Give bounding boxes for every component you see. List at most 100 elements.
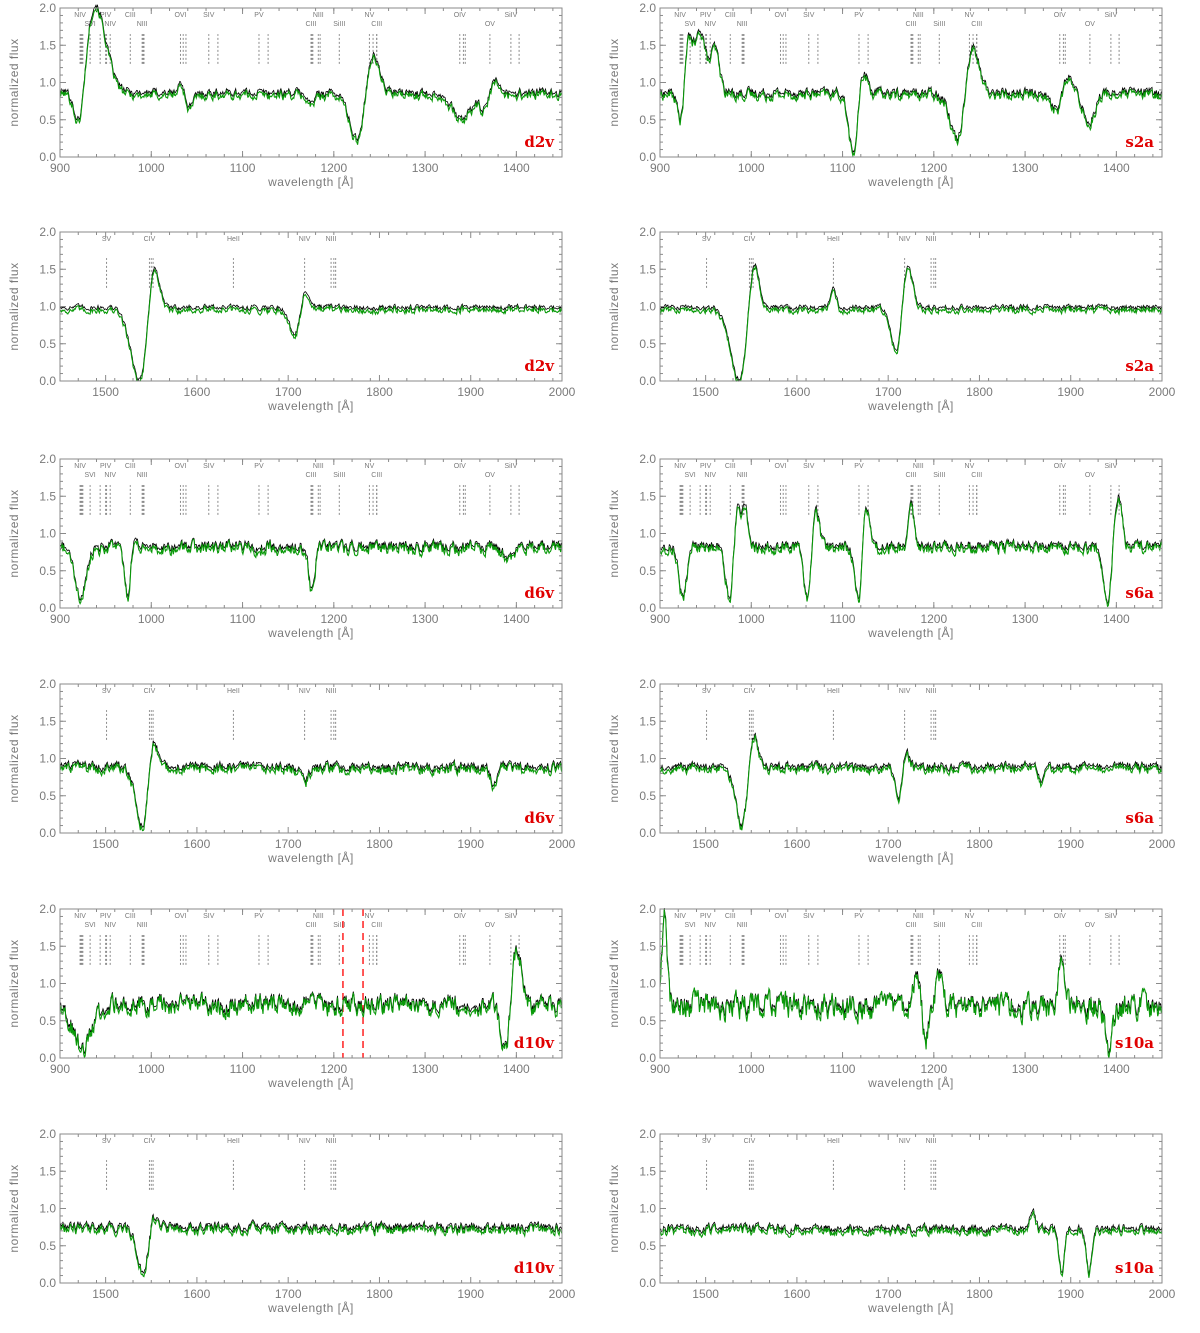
- y-tick-label: 0.5: [639, 113, 656, 127]
- spectrum-line-green: [659, 30, 1163, 158]
- x-tick-label: 1600: [784, 385, 811, 399]
- ion-label: CIII: [971, 472, 982, 479]
- ion-label: NIV: [674, 12, 686, 19]
- ion-marker-niii: NIII: [137, 922, 148, 965]
- x-tick-label: 1300: [1012, 612, 1039, 626]
- y-tick-label: 1.5: [639, 1164, 656, 1178]
- ion-label: CIII: [125, 913, 136, 920]
- ion-marker-sv: SV: [102, 688, 112, 740]
- ion-marker-siiii: SiIII: [333, 472, 345, 515]
- ion-marker-ovi: OVI: [774, 913, 787, 965]
- ion-label: CIII: [306, 472, 317, 479]
- x-tick-label: 1600: [784, 837, 811, 851]
- ion-marker-ovi: OVI: [174, 463, 187, 515]
- ion-label: NIII: [313, 12, 324, 19]
- panel-label: s10a: [1115, 1259, 1154, 1277]
- y-tick-label: 0.0: [639, 601, 656, 615]
- x-tick-label: 2000: [1149, 385, 1176, 399]
- ion-label: SV: [702, 1138, 712, 1145]
- x-tick-label: 1400: [503, 612, 530, 626]
- y-tick-label: 0.0: [639, 150, 656, 164]
- x-axis-label: wavelength [Å]: [267, 625, 354, 640]
- y-axis-label: normalized flux: [7, 939, 21, 1027]
- x-axis-label: wavelength [Å]: [867, 625, 954, 640]
- ion-label: SiIV: [1104, 913, 1117, 920]
- ion-marker-svi: SVI: [84, 922, 101, 965]
- x-tick-label: 1900: [457, 385, 484, 399]
- ion-label: SIV: [803, 463, 815, 470]
- ion-label: OVI: [174, 12, 186, 19]
- x-tick-label: 1500: [92, 1287, 119, 1301]
- ion-marker-niii: NIII: [926, 1138, 937, 1190]
- ion-marker-siiii: SiIII: [933, 472, 945, 515]
- y-tick-label: 0.5: [39, 113, 56, 127]
- ion-label: NIII: [137, 922, 148, 929]
- ion-marker-ovi: OVI: [774, 463, 787, 515]
- ion-label: OVI: [774, 913, 786, 920]
- ion-marker-siiii: SiIII: [933, 21, 945, 64]
- ion-marker-ciii: CIII: [371, 472, 382, 515]
- ion-marker-civ: CIV: [744, 688, 756, 740]
- y-tick-label: 0.5: [39, 564, 56, 578]
- x-tick-label: 1500: [92, 837, 119, 851]
- ion-label: CIV: [144, 688, 156, 695]
- ion-marker-niv: NIV: [674, 913, 686, 965]
- panel-label: s2a: [1125, 133, 1154, 151]
- ion-label: SiIV: [1104, 12, 1117, 19]
- spectrum-line-green: [59, 947, 563, 1059]
- x-tick-label: 1600: [184, 837, 211, 851]
- ion-marker-pv: PV: [854, 913, 869, 965]
- ion-marker-niv: NIV: [674, 463, 686, 515]
- ion-label: SVI: [84, 922, 95, 929]
- ion-marker-heii: HeII: [227, 688, 240, 740]
- x-tick-label: 1000: [138, 612, 165, 626]
- ion-label: PV: [254, 913, 264, 920]
- y-tick-label: 0.0: [39, 601, 56, 615]
- x-tick-label: 1400: [503, 1062, 530, 1076]
- ion-label: SiIV: [504, 12, 517, 19]
- spectrum-panel-s2a-nuv: SV CIV HeII NIV NIII 0.0 0.5 1.0 1.5 2.0 1500 1600 1…: [607, 225, 1176, 413]
- ion-label: CIV: [744, 236, 756, 243]
- ion-marker-siv: SIV: [203, 913, 219, 965]
- plot-frame: [659, 7, 1163, 158]
- ion-label: SV: [102, 688, 112, 695]
- y-tick-label: 0.5: [639, 1014, 656, 1028]
- y-tick-label: 0.0: [39, 1051, 56, 1065]
- ion-marker-niv: NIV: [74, 12, 86, 64]
- ion-label: CIII: [371, 922, 382, 929]
- ion-marker-siv: SIV: [803, 12, 819, 64]
- x-tick-label: 1800: [966, 385, 993, 399]
- ion-label: NIII: [326, 236, 337, 243]
- ion-label: NV: [965, 12, 975, 19]
- ion-marker-svi: SVI: [84, 472, 101, 515]
- ion-label: SiIV: [1104, 463, 1117, 470]
- ion-label: CIII: [306, 21, 317, 28]
- ion-marker-ovi: OVI: [174, 913, 187, 965]
- x-tick-label: 1100: [830, 161, 856, 175]
- x-tick-label: 1300: [412, 161, 439, 175]
- ion-marker-svi: SVI: [684, 472, 701, 515]
- ion-label: CIII: [906, 472, 917, 479]
- ion-label: CIII: [125, 463, 136, 470]
- plot-frame: [659, 908, 1163, 1059]
- y-tick-label: 1.5: [639, 939, 656, 953]
- plot-frame: [659, 231, 1163, 382]
- ion-label: PIV: [700, 463, 712, 470]
- x-tick-label: 1600: [784, 1287, 811, 1301]
- ion-marker-civ: CIV: [744, 1138, 756, 1190]
- x-tick-label: 1200: [320, 1062, 347, 1076]
- plot-frame: [59, 908, 563, 1059]
- ion-label: NIV: [299, 688, 311, 695]
- ion-label: SV: [102, 236, 112, 243]
- ion-label: NV: [365, 12, 375, 19]
- ion-marker-sv: SV: [102, 1138, 112, 1190]
- ion-label: HeII: [227, 236, 240, 243]
- ion-label: NIV: [899, 688, 911, 695]
- ion-label: NIV: [104, 922, 116, 929]
- spectrum-panel-d10v-nuv: SV CIV HeII NIV NIII 0.0 0.5 1.0 1.5 2.0 1500 1600 1…: [7, 1127, 576, 1315]
- ion-label: OV: [1085, 21, 1095, 28]
- ion-label: NIII: [313, 913, 324, 920]
- ion-label: SiIV: [504, 463, 517, 470]
- ion-marker-ciii: CIII: [906, 21, 916, 64]
